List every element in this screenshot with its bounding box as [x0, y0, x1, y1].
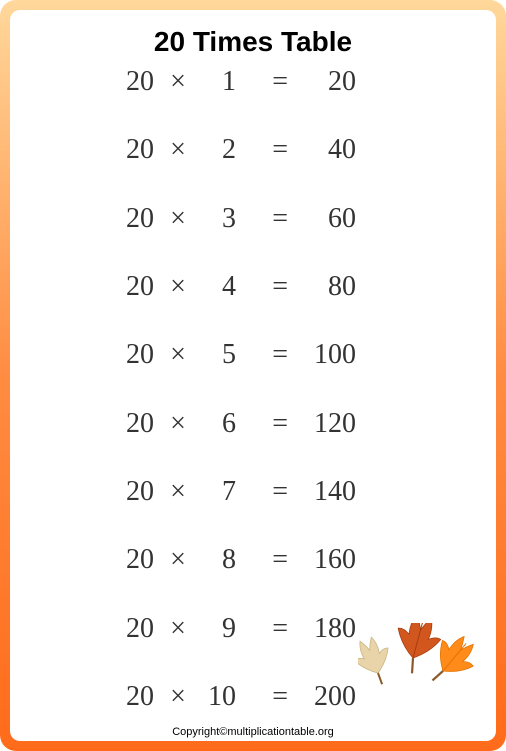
multiplicand: 20	[108, 66, 154, 98]
multiplier: 3	[202, 203, 236, 235]
times-symbol: ×	[154, 476, 202, 508]
product: 140	[296, 476, 356, 508]
multiplier: 6	[202, 408, 236, 440]
table-row: 20 × 6 = 120	[10, 408, 496, 440]
equals-symbol: =	[236, 476, 296, 508]
times-symbol: ×	[154, 66, 202, 98]
multiplier: 4	[202, 271, 236, 303]
times-symbol: ×	[154, 544, 202, 576]
multiplicand: 20	[108, 203, 154, 235]
table-row: 20 × 1 = 20	[10, 66, 496, 98]
table-row: 20 × 3 = 60	[10, 203, 496, 235]
multiplicand: 20	[108, 613, 154, 645]
product: 160	[296, 544, 356, 576]
equals-symbol: =	[236, 339, 296, 371]
equals-symbol: =	[236, 613, 296, 645]
multiplier: 10	[202, 681, 236, 713]
table-row: 20 × 5 = 100	[10, 339, 496, 371]
multiplicand: 20	[108, 681, 154, 713]
times-symbol: ×	[154, 339, 202, 371]
equals-symbol: =	[236, 203, 296, 235]
equals-symbol: =	[236, 681, 296, 713]
multiplier: 5	[202, 339, 236, 371]
product: 200	[296, 681, 356, 713]
multiplicand: 20	[108, 271, 154, 303]
product: 20	[296, 66, 356, 98]
multiplier: 8	[202, 544, 236, 576]
times-symbol: ×	[154, 271, 202, 303]
product: 120	[296, 408, 356, 440]
equals-symbol: =	[236, 66, 296, 98]
page-title: 20 Times Table	[10, 26, 496, 58]
autumn-leaves-icon	[358, 623, 478, 723]
equals-symbol: =	[236, 271, 296, 303]
multiplicand: 20	[108, 476, 154, 508]
product: 180	[296, 613, 356, 645]
card-inner: 20 Times Table 20 × 1 = 20 20 × 2 = 40 2…	[10, 10, 496, 741]
multiplicand: 20	[108, 408, 154, 440]
times-symbol: ×	[154, 681, 202, 713]
times-symbol: ×	[154, 613, 202, 645]
times-symbol: ×	[154, 203, 202, 235]
equals-symbol: =	[236, 134, 296, 166]
multiplier: 2	[202, 134, 236, 166]
times-table-card: 20 Times Table 20 × 1 = 20 20 × 2 = 40 2…	[0, 0, 506, 751]
copyright-text: Copyright©multiplicationtable.org	[10, 726, 496, 738]
multiplicand: 20	[108, 544, 154, 576]
table-row: 20 × 2 = 40	[10, 134, 496, 166]
multiplier: 7	[202, 476, 236, 508]
table-row: 20 × 7 = 140	[10, 476, 496, 508]
product: 80	[296, 271, 356, 303]
equals-symbol: =	[236, 408, 296, 440]
times-symbol: ×	[154, 134, 202, 166]
product: 100	[296, 339, 356, 371]
product: 60	[296, 203, 356, 235]
multiplicand: 20	[108, 339, 154, 371]
equals-symbol: =	[236, 544, 296, 576]
multiplicand: 20	[108, 134, 154, 166]
table-row: 20 × 4 = 80	[10, 271, 496, 303]
product: 40	[296, 134, 356, 166]
multiplier: 1	[202, 66, 236, 98]
table-row: 20 × 8 = 160	[10, 544, 496, 576]
multiplier: 9	[202, 613, 236, 645]
times-symbol: ×	[154, 408, 202, 440]
